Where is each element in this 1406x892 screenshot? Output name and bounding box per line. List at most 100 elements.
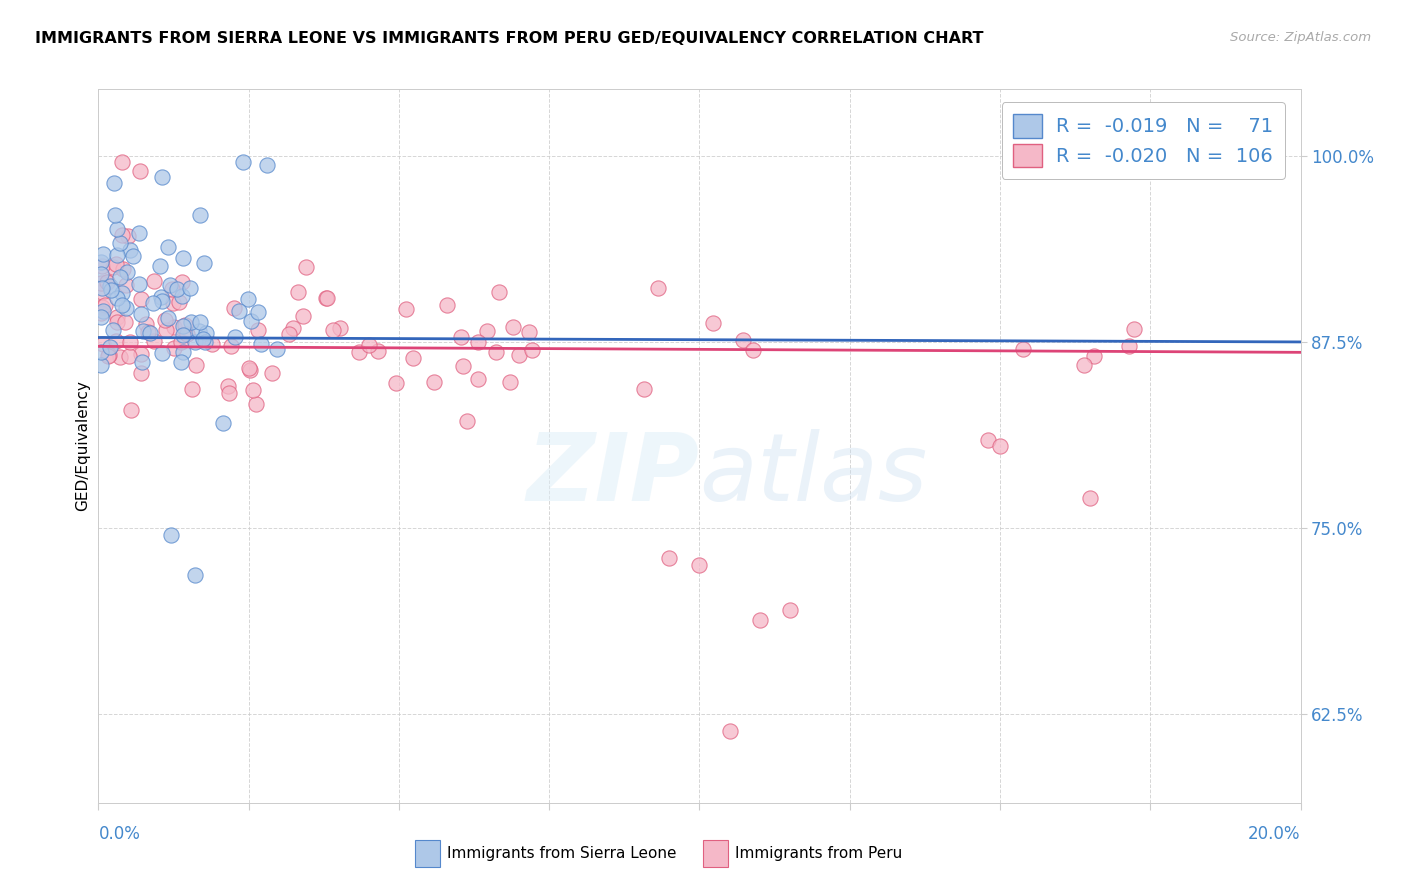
Point [90, 276, 112, 290]
Point [90, 306, 112, 320]
Point [170, 355, 193, 369]
Point [402, 351, 425, 365]
Point [129, 307, 152, 321]
Point [128, 226, 150, 240]
Point [193, 256, 215, 270]
Point [104, 208, 127, 222]
Point [488, 285, 510, 299]
Point [90, 281, 112, 295]
Point [977, 433, 1000, 447]
Point [108, 351, 131, 365]
Point [136, 325, 159, 339]
Point [291, 309, 314, 323]
Point [522, 343, 544, 357]
Text: Source: ZipAtlas.com: Source: ZipAtlas.com [1230, 31, 1371, 45]
Point [128, 277, 150, 291]
Point [143, 275, 166, 289]
Point [176, 327, 198, 342]
Point [107, 310, 129, 325]
Point [188, 315, 211, 329]
Point [159, 528, 181, 542]
Point [688, 558, 710, 572]
Point [347, 344, 370, 359]
Point [155, 323, 177, 337]
Point [239, 363, 262, 377]
Point [245, 396, 267, 410]
Point [238, 361, 260, 376]
Point [718, 724, 741, 739]
Point [111, 155, 134, 169]
Text: 0.0%: 0.0% [98, 825, 141, 843]
Point [315, 291, 337, 305]
Point [181, 382, 204, 396]
Point [499, 375, 522, 389]
Point [153, 312, 176, 326]
Point [139, 326, 162, 340]
Point [120, 334, 142, 349]
Point [508, 348, 530, 362]
Point [105, 334, 128, 348]
Point [135, 317, 157, 331]
Point [247, 305, 270, 319]
Point [287, 285, 309, 299]
Point [450, 330, 472, 344]
Point [702, 316, 724, 330]
Text: IMMIGRANTS FROM SIERRA LEONE VS IMMIGRANTS FROM PERU GED/EQUIVALENCY CORRELATION: IMMIGRANTS FROM SIERRA LEONE VS IMMIGRAN… [35, 31, 984, 46]
Point [96, 275, 118, 289]
Point [517, 325, 540, 339]
Point [98, 278, 121, 293]
Point [96, 276, 118, 290]
Point [150, 169, 173, 184]
Point [105, 248, 128, 262]
Point [194, 326, 217, 340]
Point [329, 321, 352, 335]
Point [172, 318, 194, 333]
Point [212, 416, 235, 430]
Point [322, 323, 344, 337]
Point [172, 251, 194, 265]
Point [242, 383, 264, 397]
Point [111, 285, 134, 300]
Point [748, 613, 770, 627]
Point [101, 323, 124, 337]
Point [111, 298, 134, 312]
Point [142, 296, 165, 310]
Point [1118, 339, 1140, 353]
Point [105, 291, 128, 305]
Point [90, 285, 112, 300]
Point [97, 349, 120, 363]
Point [201, 337, 224, 351]
Point [120, 244, 142, 258]
Point [93, 336, 115, 351]
Point [647, 280, 669, 294]
Point [129, 347, 152, 361]
Point [111, 262, 134, 277]
Point [121, 249, 143, 263]
Point [163, 319, 186, 334]
Point [779, 602, 801, 616]
Point [167, 295, 190, 310]
Point [232, 155, 254, 169]
Point [143, 334, 166, 348]
Text: 20.0%: 20.0% [1249, 825, 1301, 843]
Point [294, 260, 316, 275]
Point [172, 344, 194, 359]
Point [260, 366, 283, 380]
Point [159, 277, 181, 292]
Point [117, 228, 139, 243]
Point [105, 315, 128, 329]
Point [166, 282, 188, 296]
Point [456, 414, 478, 428]
Point [367, 343, 389, 358]
Point [238, 292, 260, 306]
Point [633, 383, 655, 397]
Point [742, 343, 765, 358]
Point [114, 315, 136, 329]
Point [240, 314, 263, 328]
Point [988, 439, 1011, 453]
Point [156, 310, 179, 325]
Point [131, 324, 153, 338]
Point [103, 176, 125, 190]
Point [150, 290, 173, 304]
Point [91, 247, 114, 261]
